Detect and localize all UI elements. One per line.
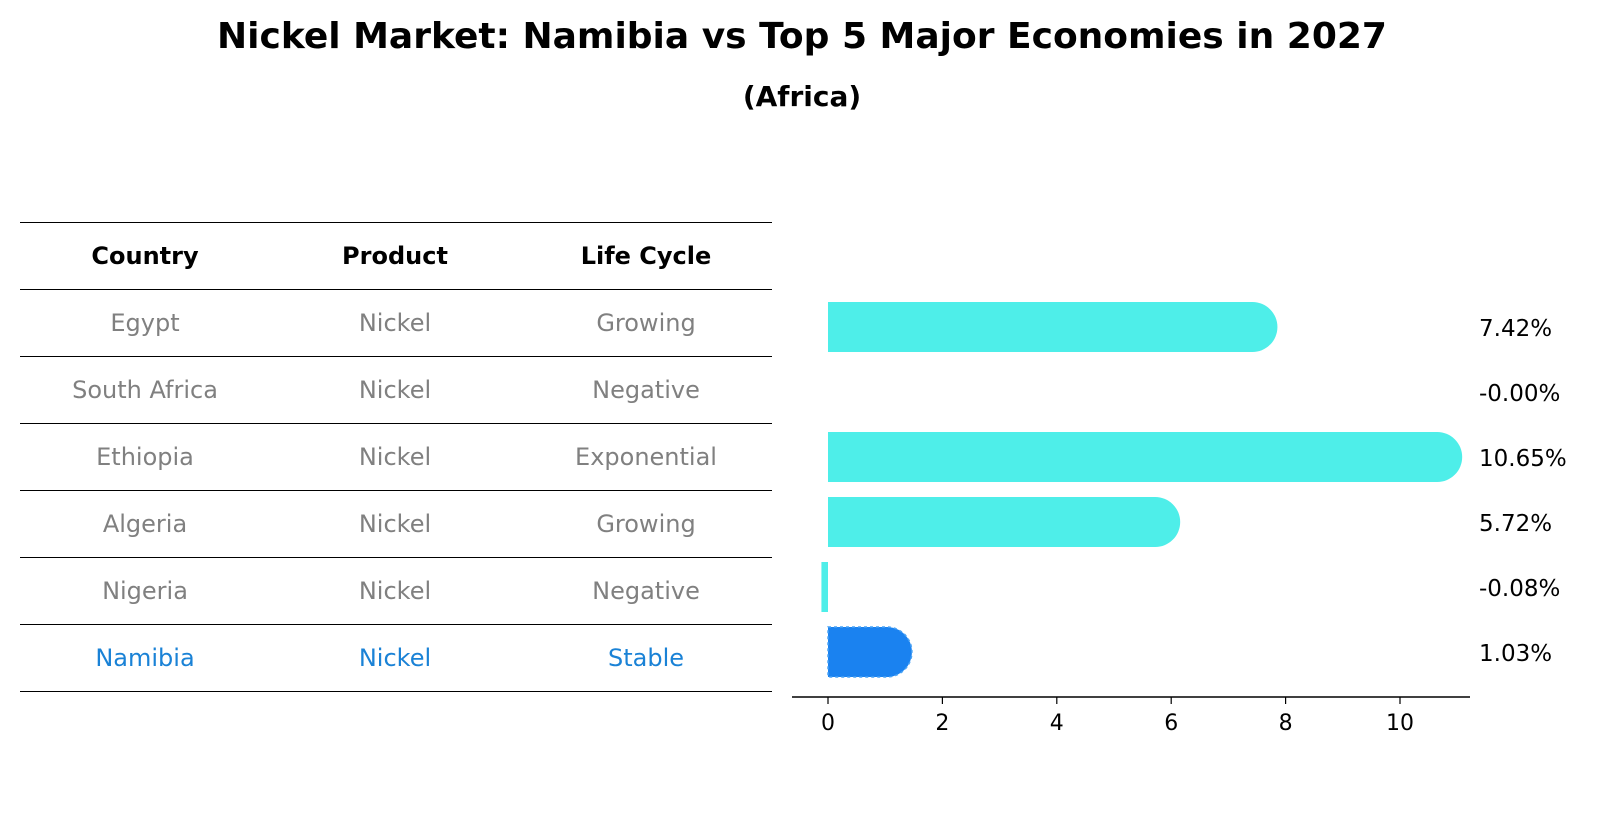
cell-country: Namibia [20, 624, 270, 692]
chart-title: Nickel Market: Namibia vs Top 5 Major Ec… [217, 16, 1387, 57]
table-row: Nigeria Nickel Negative [20, 557, 772, 625]
table-row: South Africa Nickel Negative [20, 356, 772, 424]
cell-life-cycle: Exponential [520, 423, 772, 491]
bar-algeria [828, 497, 1181, 547]
x-tick-label: 8 [1279, 711, 1293, 736]
value-label-egypt: 7.42% [1479, 316, 1552, 342]
value-label-south-africa: -0.00% [1479, 381, 1560, 407]
x-tick-label: 0 [821, 711, 835, 736]
x-tick-label: 2 [935, 711, 949, 736]
table-row: Egypt Nickel Growing [20, 289, 772, 357]
cell-product: Nickel [270, 356, 520, 424]
x-tick-label: 6 [1164, 711, 1178, 736]
table-header-row: Country Product Life Cycle [20, 222, 772, 290]
cell-product: Nickel [270, 557, 520, 625]
x-tick-label: 4 [1050, 711, 1064, 736]
header-product: Product [270, 222, 520, 290]
chart-subtitle: (Africa) [742, 80, 862, 113]
table-row: Ethiopia Nickel Exponential [20, 423, 772, 491]
table-row: Algeria Nickel Growing [20, 490, 772, 558]
cell-country: Nigeria [20, 557, 270, 625]
table-row-highlight: Namibia Nickel Stable [20, 624, 772, 692]
value-label-algeria: 5.72% [1479, 511, 1552, 537]
value-label-nigeria: -0.08% [1479, 576, 1560, 602]
bar-egypt [828, 302, 1278, 352]
cell-country: South Africa [20, 356, 270, 424]
cell-product: Nickel [270, 624, 520, 692]
cell-life-cycle: Negative [520, 557, 772, 625]
header-country: Country [20, 222, 270, 290]
cell-product: Nickel [270, 289, 520, 357]
value-label-namibia: 1.03% [1479, 641, 1552, 667]
bar-ethiopia [828, 432, 1463, 482]
bar-nigeria [821, 562, 828, 612]
cell-country: Egypt [20, 289, 270, 357]
cell-country: Ethiopia [20, 423, 270, 491]
cell-life-cycle: Growing [520, 289, 772, 357]
cell-country: Algeria [20, 490, 270, 558]
data-table: Country Product Life Cycle Egypt Nickel … [20, 222, 772, 692]
cell-life-cycle: Growing [520, 490, 772, 558]
bar-namibia [827, 626, 913, 678]
cell-life-cycle: Stable [520, 624, 772, 692]
x-tick-label: 10 [1386, 711, 1414, 736]
header-life-cycle: Life Cycle [520, 222, 772, 290]
cell-product: Nickel [270, 490, 520, 558]
value-label-ethiopia: 10.65% [1479, 446, 1567, 472]
cell-product: Nickel [270, 423, 520, 491]
cell-life-cycle: Negative [520, 356, 772, 424]
